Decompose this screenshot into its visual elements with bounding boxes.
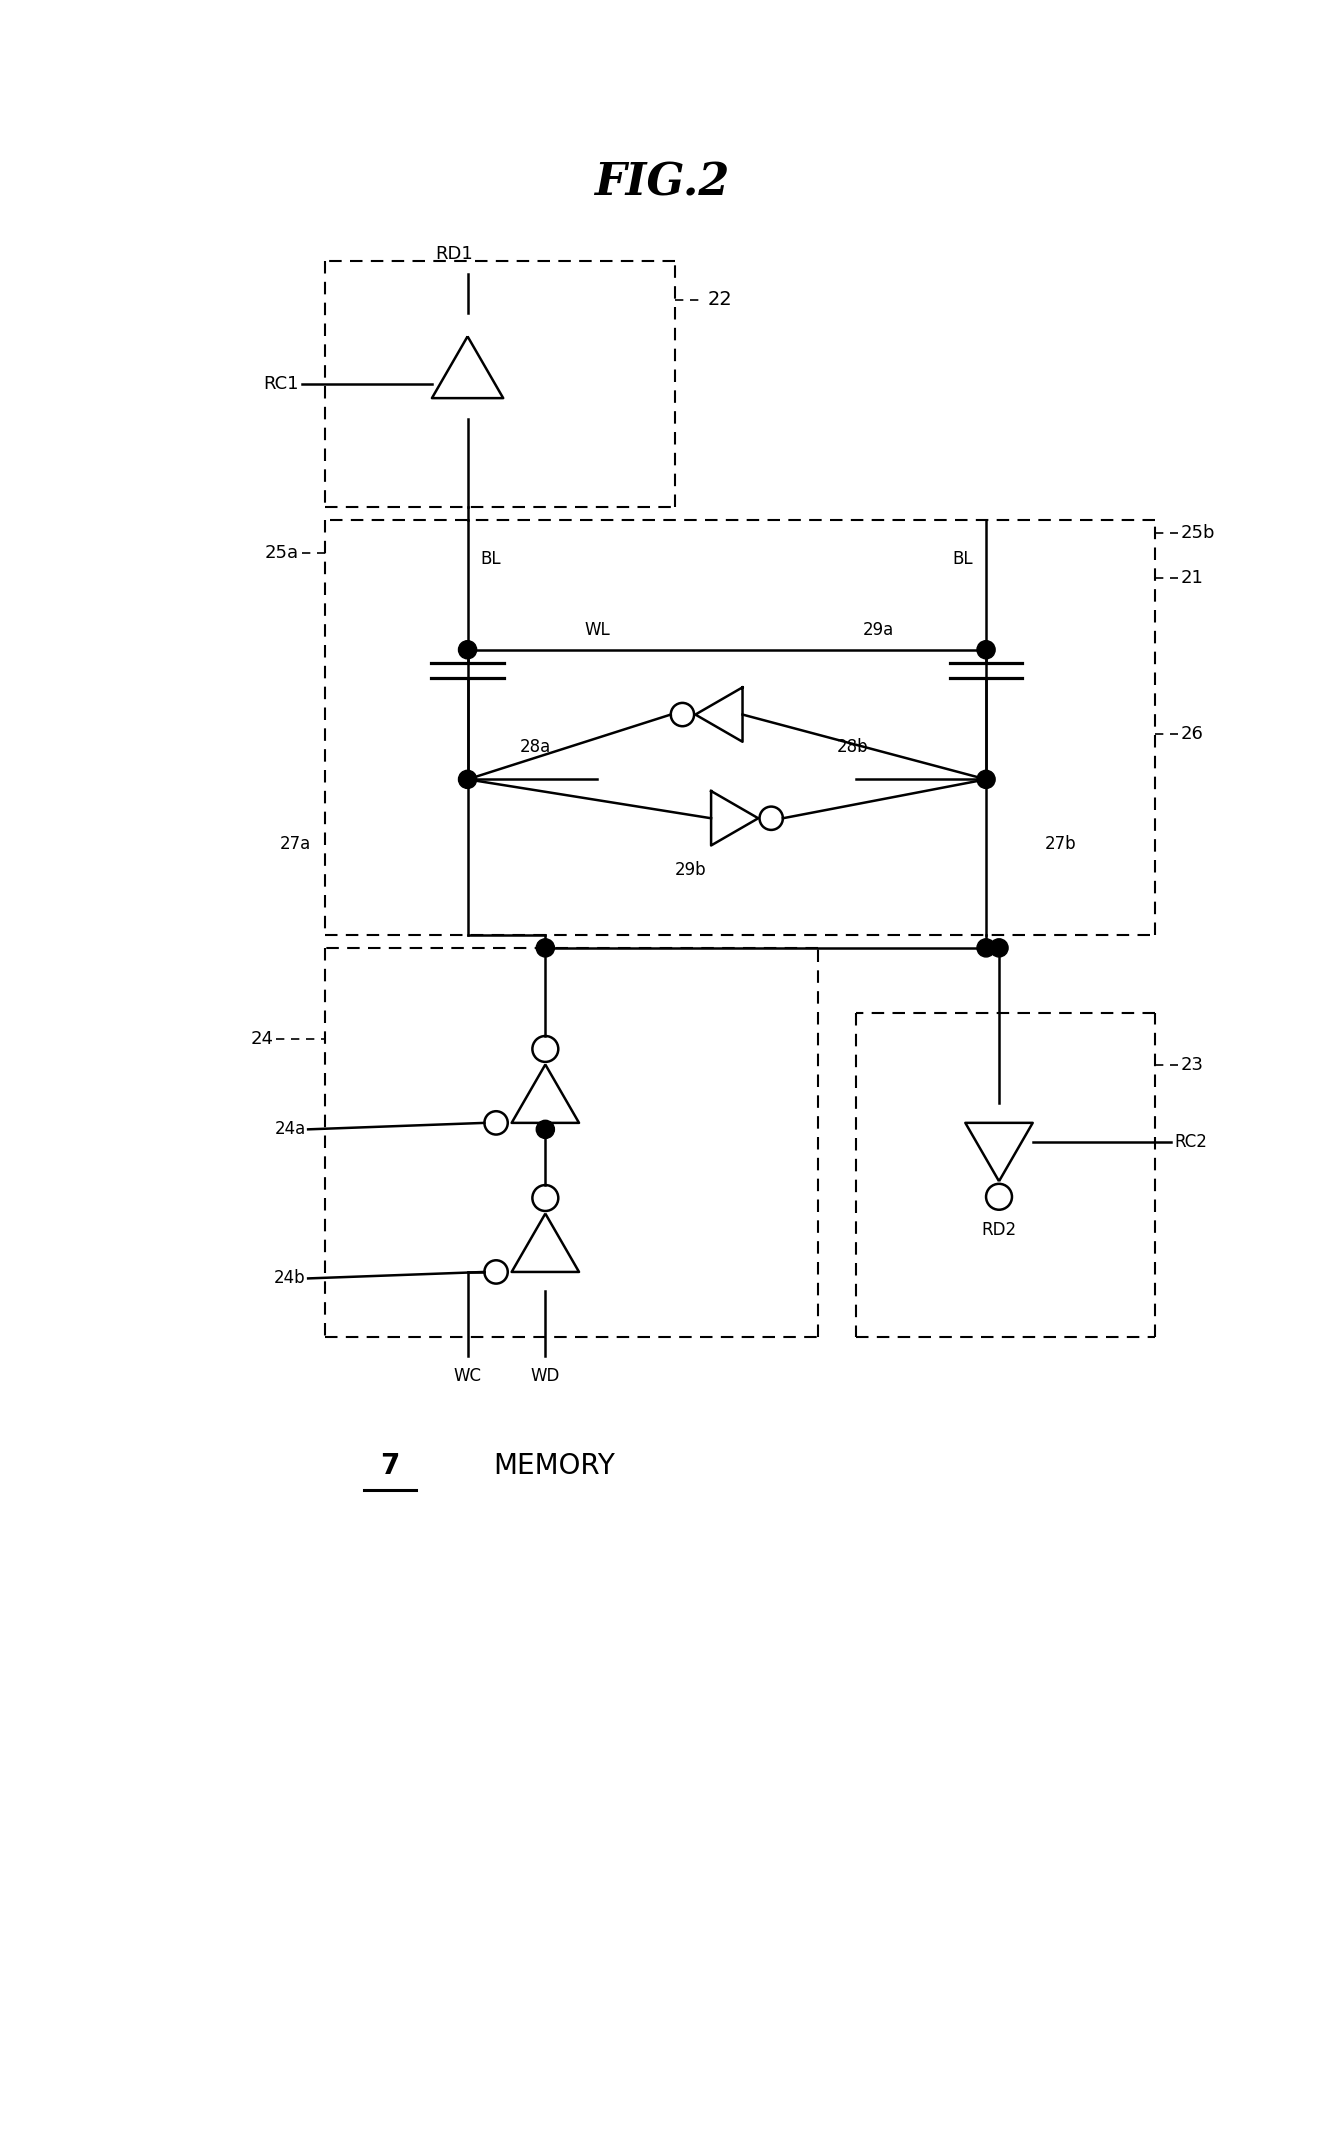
Text: 22: 22 — [707, 291, 732, 310]
Text: 25b: 25b — [1181, 524, 1215, 543]
Circle shape — [990, 940, 1008, 957]
Text: 27b: 27b — [1045, 836, 1076, 853]
Text: WD: WD — [531, 1366, 560, 1386]
Text: 26: 26 — [1181, 724, 1204, 743]
Text: 24a: 24a — [274, 1121, 306, 1138]
Circle shape — [536, 940, 555, 957]
Text: 21: 21 — [1181, 569, 1204, 588]
Text: 24: 24 — [250, 1030, 273, 1047]
Text: 28a: 28a — [519, 737, 551, 756]
Text: 24b: 24b — [274, 1269, 306, 1287]
Text: RD2: RD2 — [981, 1222, 1017, 1239]
Text: RC2: RC2 — [1174, 1134, 1207, 1151]
Text: WC: WC — [454, 1366, 482, 1386]
Circle shape — [458, 640, 477, 659]
Text: 23: 23 — [1181, 1056, 1204, 1073]
Text: RC1: RC1 — [263, 375, 299, 392]
Circle shape — [536, 1121, 555, 1138]
Text: 29a: 29a — [863, 621, 894, 640]
Text: WL: WL — [584, 621, 610, 640]
Text: 29b: 29b — [675, 862, 707, 879]
Text: FIG.2: FIG.2 — [594, 162, 730, 205]
Text: 25a: 25a — [265, 543, 299, 562]
Circle shape — [977, 940, 996, 957]
Circle shape — [458, 769, 477, 789]
Text: 27a: 27a — [279, 836, 311, 853]
Text: RD1: RD1 — [436, 246, 473, 263]
Circle shape — [977, 769, 996, 789]
Text: 28b: 28b — [837, 737, 869, 756]
Text: MEMORY: MEMORY — [494, 1452, 616, 1480]
Text: 7: 7 — [380, 1452, 400, 1480]
Circle shape — [977, 640, 996, 659]
Text: BL: BL — [952, 550, 973, 569]
Text: BL: BL — [481, 550, 502, 569]
